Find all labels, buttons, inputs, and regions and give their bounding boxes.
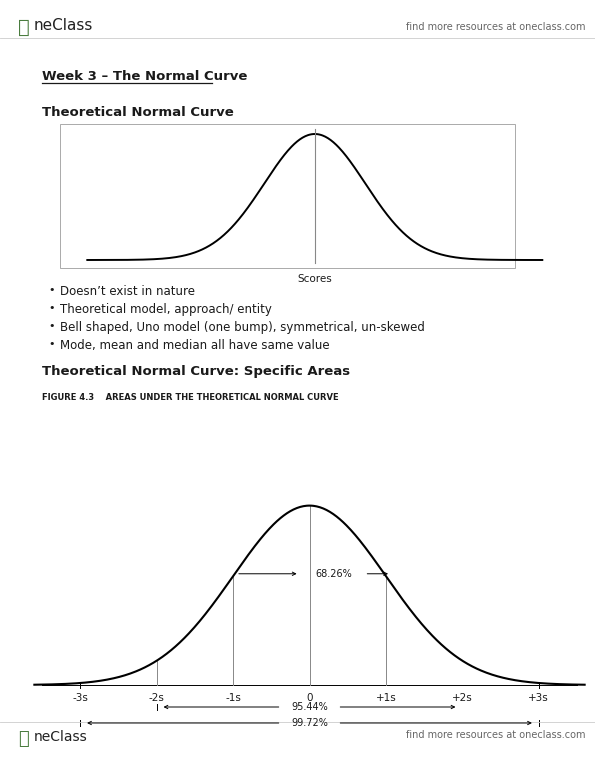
Text: FIGURE 4.3    AREAS UNDER THE THEORETICAL NORMAL CURVE: FIGURE 4.3 AREAS UNDER THE THEORETICAL N… [42,393,339,402]
Text: •: • [48,285,55,295]
Text: Week 3 – The Normal Curve: Week 3 – The Normal Curve [42,70,248,83]
Text: +1s: +1s [375,693,396,703]
Text: find more resources at oneclass.com: find more resources at oneclass.com [406,730,585,740]
Text: 95.44%: 95.44% [291,702,328,712]
Text: Theoretical Normal Curve: Theoretical Normal Curve [42,106,234,119]
Text: Doesn’t exist in nature: Doesn’t exist in nature [60,285,195,298]
Text: Bell shaped, Uno model (one bump), symmetrical, un-skewed: Bell shaped, Uno model (one bump), symme… [60,321,425,334]
Text: neClass: neClass [34,730,87,744]
Text: •: • [48,303,55,313]
Bar [60,124,515,268]
Text: neClass: neClass [34,18,93,33]
Text: 0: 0 [306,693,313,703]
Text: -3s: -3s [72,693,88,703]
Text: Theoretical Normal Curve: Specific Areas: Theoretical Normal Curve: Specific Areas [42,365,350,378]
Text: find more resources at oneclass.com: find more resources at oneclass.com [406,22,585,32]
Text: -1s: -1s [225,693,241,703]
Text: 68.26%: 68.26% [315,569,352,579]
Text: •: • [48,339,55,349]
Text: Ⓞ: Ⓞ [18,730,29,748]
Text: 99.72%: 99.72% [291,718,328,728]
Text: •: • [48,321,55,331]
Text: Theoretical model, approach/ entity: Theoretical model, approach/ entity [60,303,272,316]
Text: Scores: Scores [298,274,332,284]
Text: +3s: +3s [528,693,549,703]
Text: Ⓞ: Ⓞ [18,18,30,37]
Text: Mode, mean and median all have same value: Mode, mean and median all have same valu… [60,339,330,352]
Text: -2s: -2s [149,693,165,703]
Text: +2s: +2s [452,693,473,703]
